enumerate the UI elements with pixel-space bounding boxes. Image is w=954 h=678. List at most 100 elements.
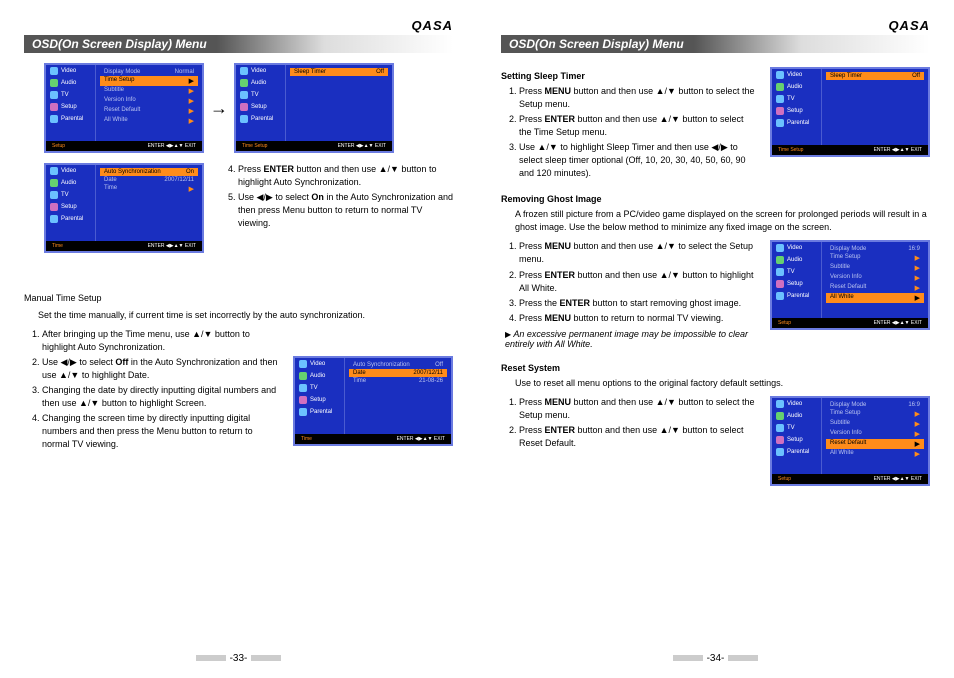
osd-footer: Time Setup ENTER ◀▶▲▼ EXIT	[236, 141, 392, 151]
osd-row: Subtitle▶	[100, 86, 198, 96]
tab-icon	[776, 83, 784, 91]
osd-row-label: Time	[353, 378, 366, 384]
section-title: OSD(On Screen Display) Menu	[24, 35, 453, 53]
osd-row-label: Version Info	[830, 430, 862, 438]
osd-tab-video: Video	[46, 65, 95, 77]
osd-row-value: ▶	[189, 77, 194, 85]
page-left: QASA OSD(On Screen Display) Menu VideoAu…	[0, 0, 477, 678]
osd-row: All White▶	[826, 449, 924, 459]
tab-icon	[240, 67, 248, 75]
osd-tab-video: Video	[772, 398, 821, 410]
tab-icon	[50, 67, 58, 75]
page-right: QASA OSD(On Screen Display) Menu Setting…	[477, 0, 954, 678]
osd-row: Time Setup▶	[826, 253, 924, 263]
osd-row: Display Mode16:9	[826, 245, 924, 253]
osd-row-label: Display Mode	[830, 402, 866, 408]
tab-label: TV	[787, 96, 795, 102]
osd-footer-hints: ENTER ◀▶▲▼ EXIT	[874, 320, 922, 326]
instruction-step: Press ENTER button and then use ▲/▼ butt…	[519, 269, 758, 295]
tab-icon	[776, 256, 784, 264]
tab-icon	[240, 103, 248, 111]
tab-icon	[50, 203, 58, 211]
osd-tab-setup: Setup	[772, 434, 821, 446]
osd-row-value: ▶	[915, 264, 920, 272]
osd-row-label: Version Info	[104, 97, 136, 105]
osd-footer: TimeENTER ◀▶▲▼ EXIT	[46, 241, 202, 251]
brand-logo: QASA	[24, 18, 453, 33]
tab-icon	[776, 424, 784, 432]
instruction-step: Press ENTER button and then use ▲/▼ butt…	[519, 113, 758, 139]
manual-steps: After bringing up the Time menu, use ▲/▼…	[24, 328, 281, 453]
osd-tab-audio: Audio	[772, 410, 821, 422]
osd-footer: TimeENTER ◀▶▲▼ EXIT	[295, 434, 451, 444]
osd-row-value: Off	[912, 73, 920, 79]
osd-reset: VideoAudioTVSetupParentalDisplay Mode16:…	[770, 396, 930, 486]
instruction-step: Press ENTER button and then use ▲/▼ butt…	[238, 163, 453, 189]
tab-icon	[776, 268, 784, 276]
osd-row-value: ▶	[915, 284, 920, 292]
osd-row-value: ▶	[915, 450, 920, 458]
osd-row: Auto SynchronizationOff	[349, 361, 447, 369]
osd-footer-tab: Time	[52, 243, 63, 249]
tab-label: Setup	[61, 104, 77, 110]
tab-icon	[299, 360, 307, 368]
osd-row: Time▶	[100, 184, 198, 194]
osd-footer-tab: Setup	[778, 476, 791, 482]
osd-row: Sleep TimerOff	[290, 68, 388, 76]
manual-intro: Set the time manually, if current time i…	[38, 309, 453, 322]
osd-time-auto: VideoAudioTVSetupParentalAuto Synchroniz…	[44, 163, 204, 253]
tab-label: Parental	[787, 293, 809, 299]
osd-row-value: 21-08-26	[419, 378, 443, 384]
osd-tab-parental: Parental	[772, 290, 821, 302]
osd-row-value: ▶	[189, 185, 194, 193]
tab-label: Parental	[251, 116, 273, 122]
osd-row: Reset Default▶	[826, 283, 924, 293]
tab-icon	[50, 103, 58, 111]
ghost-note: An excessive permanent image may be impo…	[505, 329, 758, 349]
tab-icon	[776, 119, 784, 127]
reset-steps: Press MENU button and then use ▲/▼ butto…	[501, 396, 758, 452]
tab-label: Setup	[787, 281, 803, 287]
tab-icon	[776, 71, 784, 79]
ghost-steps: Press MENU button and then use ▲/▼ to se…	[501, 240, 758, 324]
tab-label: Parental	[787, 120, 809, 126]
tab-icon	[776, 244, 784, 252]
tab-icon	[776, 436, 784, 444]
tab-label: Parental	[310, 409, 332, 415]
osd-row: Date2007/12/11	[100, 176, 198, 184]
tab-icon	[776, 95, 784, 103]
tab-icon	[299, 384, 307, 392]
section-title: OSD(On Screen Display) Menu	[501, 35, 930, 53]
brand-logo: QASA	[501, 18, 930, 33]
tab-label: TV	[61, 192, 69, 198]
tab-label: Audio	[787, 84, 802, 90]
osd-all-white: VideoAudioTVSetupParentalDisplay Mode16:…	[770, 240, 930, 330]
osd-tab-tv: TV	[236, 89, 285, 101]
osd-row-label: Date	[353, 370, 366, 376]
tab-icon	[240, 79, 248, 87]
osd-row-value: ▶	[915, 254, 920, 262]
sleep-heading: Setting Sleep Timer	[501, 71, 758, 81]
manual-heading: Manual Time Setup	[24, 293, 453, 303]
osd-row-label: Date	[104, 177, 117, 183]
tab-label: Setup	[251, 104, 267, 110]
osd-tab-tv: TV	[772, 422, 821, 434]
osd-row-label: All White	[104, 117, 128, 125]
osd-row-label: Version Info	[830, 274, 862, 282]
osd-tab-tv: TV	[295, 382, 344, 394]
osd-footer-hints: ENTER ◀▶▲▼ EXIT	[874, 476, 922, 482]
reset-heading: Reset System	[501, 363, 930, 373]
osd-tab-video: Video	[295, 358, 344, 370]
osd-footer-hints: ENTER ◀▶▲▼ EXIT	[338, 143, 386, 149]
osd-row-label: Auto Synchronization	[353, 362, 410, 368]
osd-row-value: ▶	[189, 87, 194, 95]
osd-tab-audio: Audio	[46, 177, 95, 189]
tab-label: Parental	[61, 116, 83, 122]
osd-footer-tab: Time Setup	[242, 143, 267, 149]
osd-row: Reset Default▶	[100, 106, 198, 116]
tab-label: Parental	[61, 216, 83, 222]
instruction-step: Press MENU button and then use ▲/▼ butto…	[519, 396, 758, 422]
osd-tab-audio: Audio	[46, 77, 95, 89]
instruction-step: Changing the screen time by directly inp…	[42, 412, 281, 451]
osd-row-label: Auto Synchronization	[104, 169, 161, 175]
